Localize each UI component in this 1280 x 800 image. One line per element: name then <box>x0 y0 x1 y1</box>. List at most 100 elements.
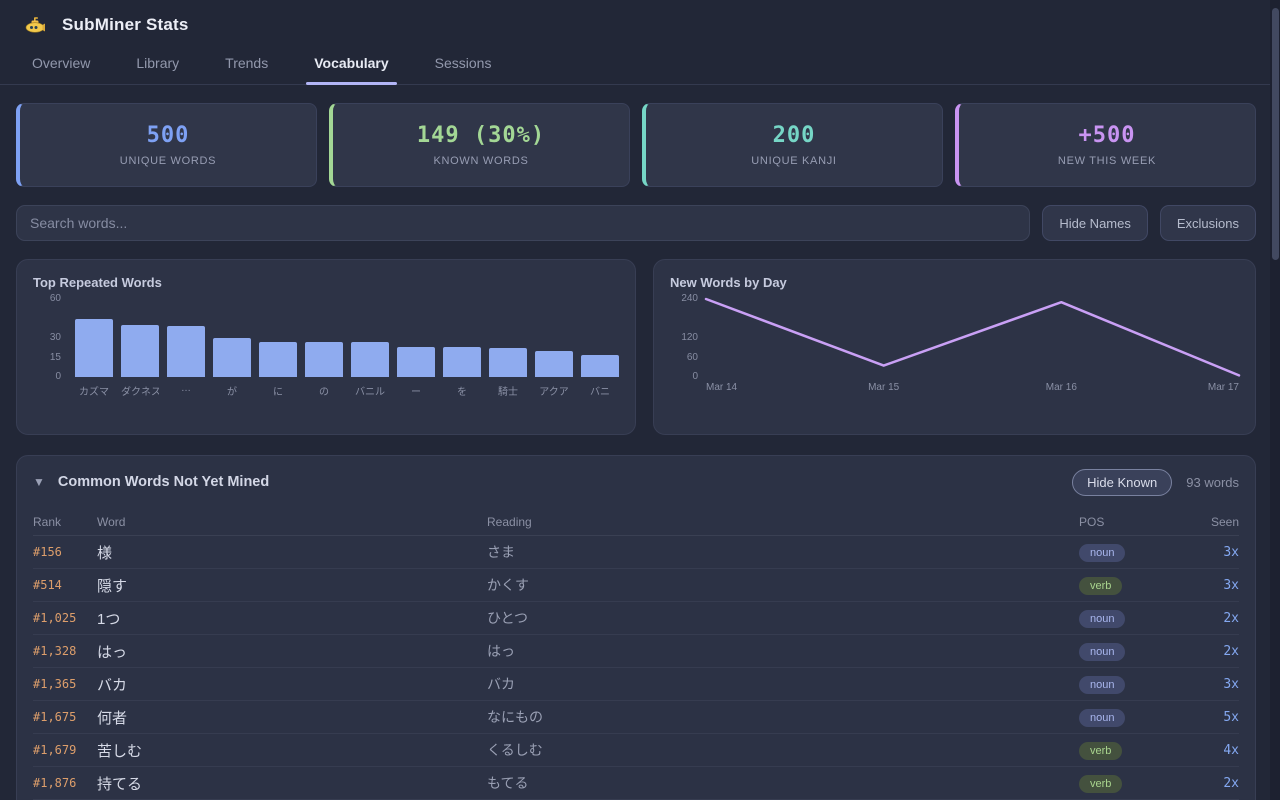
common-words-section: ▼ Common Words Not Yet Mined Hide Known … <box>16 455 1256 800</box>
pos-badge: verb <box>1079 576 1123 595</box>
stat-value: 200 <box>772 123 816 148</box>
table-row[interactable]: #514 隠す かくす verb 3x <box>33 569 1239 602</box>
seen-cell: 5x <box>1223 709 1239 725</box>
stat-card-3: +500 NEW THIS WEEK <box>955 103 1256 187</box>
pos-badge: noun <box>1079 708 1126 727</box>
rank-cell: #1,328 <box>33 644 77 658</box>
charts-row: Top Repeated Words 60 30 15 0 カズマ ダクネス … が に の バニ… <box>16 259 1256 435</box>
bar-chart: 60 30 15 0 カズマ ダクネス … が に の バニル ー を 騎士 アクア バニ <box>33 293 619 398</box>
col-header-pos: POS <box>1079 514 1105 529</box>
common-words-title: Common Words Not Yet Mined <box>57 474 270 490</box>
line-x-tick: Mar 16 <box>1045 382 1077 393</box>
table-row[interactable]: #1,328 はっ はっ noun 2x <box>33 635 1239 668</box>
hide-known-button[interactable]: Hide Known <box>1072 468 1173 496</box>
col-header-reading: Reading <box>487 514 532 529</box>
bar <box>397 347 435 377</box>
bar-column <box>213 299 251 377</box>
rank-cell: #156 <box>33 545 62 559</box>
line-chart-plot: Mar 14 Mar 15 Mar 16 Mar 17 <box>706 299 1239 398</box>
pos-cell: noun <box>1079 675 1191 694</box>
tab-trends[interactable]: Trends <box>217 49 276 84</box>
col-header-word: Word <box>97 514 126 529</box>
stat-label: UNIQUE KANJI <box>751 155 837 167</box>
stat-label: KNOWN WORDS <box>433 155 529 167</box>
tab-vocabulary[interactable]: Vocabulary <box>306 49 397 85</box>
word-cell: はっ <box>97 643 128 661</box>
bar <box>121 325 159 377</box>
stat-value: 149 (30%) <box>416 123 546 148</box>
bar <box>535 351 573 377</box>
rank-cell: #1,025 <box>33 611 77 625</box>
seen-cell: 2x <box>1223 610 1239 626</box>
seen-cell: 2x <box>1223 775 1239 791</box>
tab-overview[interactable]: Overview <box>24 49 98 84</box>
bar-category-label: … <box>181 383 191 394</box>
table-row[interactable]: #156 様 さま noun 3x <box>33 536 1239 569</box>
bar-column <box>75 299 113 377</box>
bar <box>167 326 205 377</box>
bar-category-label: の <box>319 387 329 398</box>
bar <box>581 354 619 377</box>
word-cell: 持てる <box>97 775 143 793</box>
table-row[interactable]: #1,876 持てる もてる verb 2x <box>33 767 1239 800</box>
line-chart: 240 120 60 0 Mar 14 Mar 15 Mar 16 Mar 17 <box>670 293 1239 398</box>
pos-badge: verb <box>1079 741 1123 760</box>
bar-column <box>351 299 389 377</box>
table-column-headers: Rank Word Reading POS Seen <box>33 508 1239 536</box>
reading-cell: なにもの <box>487 709 543 725</box>
table-row[interactable]: #1,675 何者 なにもの noun 5x <box>33 701 1239 734</box>
bar-category-label: カズマ <box>79 387 109 398</box>
bar <box>213 338 251 377</box>
word-cell: 1つ <box>97 610 121 628</box>
seen-cell: 3x <box>1223 676 1239 692</box>
tab-library[interactable]: Library <box>128 49 187 84</box>
word-count: 93 words <box>1186 474 1239 490</box>
bar-category-label: バニ <box>590 387 610 398</box>
table-row[interactable]: #1,025 1つ ひとつ noun 2x <box>33 602 1239 635</box>
bar-category-label: 騎士 <box>498 387 518 398</box>
tab-sessions[interactable]: Sessions <box>427 49 500 84</box>
seen-cell: 4x <box>1223 742 1239 758</box>
collapse-triangle-icon[interactable]: ▼ <box>33 475 45 489</box>
scrollbar-thumb[interactable] <box>1272 8 1279 260</box>
bar <box>259 341 297 377</box>
stat-cards: 500 UNIQUE WORDS 149 (30%) KNOWN WORDS 200 UN… <box>16 103 1256 187</box>
scrollbar-track[interactable] <box>1270 0 1280 800</box>
bar-category-label: ダクネス <box>121 387 159 398</box>
tab-label: Overview <box>32 55 91 71</box>
word-cell: 何者 <box>97 709 128 727</box>
y-tick: 120 <box>681 332 698 343</box>
reading-cell: かくす <box>487 577 529 593</box>
stat-label: NEW THIS WEEK <box>1057 155 1157 167</box>
exclusions-button[interactable]: Exclusions <box>1159 205 1256 241</box>
table-row[interactable]: #1,679 苦しむ くるしむ verb 4x <box>33 734 1239 767</box>
pos-cell: verb <box>1079 774 1191 793</box>
bar <box>305 341 343 377</box>
seen-cell: 3x <box>1223 544 1239 560</box>
rank-cell: #1,365 <box>33 677 77 691</box>
y-tick: 0 <box>692 371 698 382</box>
line-chart-x-axis: Mar 14 Mar 15 Mar 16 Mar 17 <box>706 382 1239 398</box>
bar-column <box>443 299 481 377</box>
bar-category-label: に <box>273 387 283 398</box>
hide-names-button[interactable]: Hide Names <box>1042 205 1148 241</box>
stat-label: UNIQUE WORDS <box>119 155 217 167</box>
stat-card-0: 500 UNIQUE WORDS <box>16 103 317 187</box>
common-words-header: ▼ Common Words Not Yet Mined Hide Known … <box>33 456 1239 508</box>
col-header-rank: Rank <box>33 514 62 529</box>
app-header: SubMiner Stats <box>0 0 1280 35</box>
line-chart-title: New Words by Day <box>670 275 787 290</box>
bar-column <box>489 299 527 377</box>
word-cell: 様 <box>97 544 113 562</box>
bar-chart-card: Top Repeated Words 60 30 15 0 カズマ ダクネス … が に の バニ… <box>16 259 636 435</box>
table-row[interactable]: #1,365 バカ バカ noun 3x <box>33 668 1239 701</box>
reading-cell: バカ <box>487 676 515 692</box>
tab-label: Trends <box>225 55 269 71</box>
search-input[interactable] <box>16 205 1031 241</box>
bar-category-label: アクア <box>539 387 569 398</box>
line-x-tick: Mar 14 <box>706 382 738 393</box>
reading-cell: はっ <box>487 643 515 659</box>
tab-label: Sessions <box>434 55 492 71</box>
bar-column <box>535 299 573 377</box>
bar-column <box>581 299 619 377</box>
